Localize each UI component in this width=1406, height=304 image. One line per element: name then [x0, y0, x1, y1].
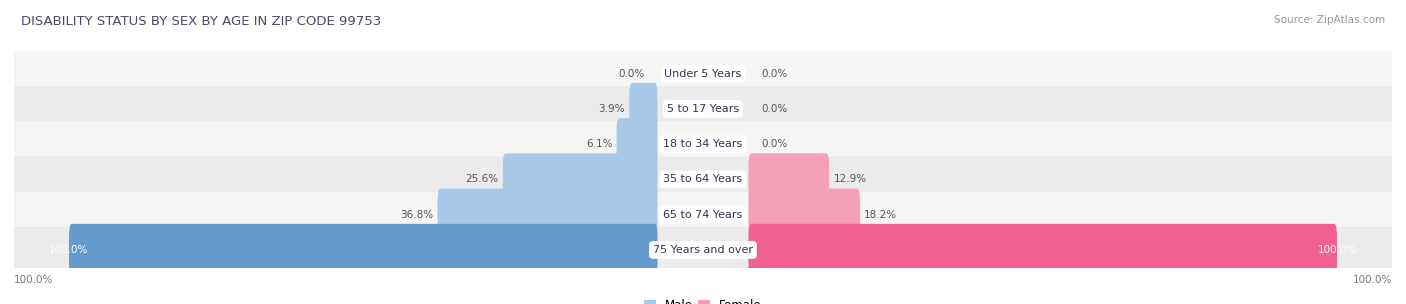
Text: 100.0%: 100.0% [48, 245, 89, 255]
FancyBboxPatch shape [748, 188, 860, 241]
FancyBboxPatch shape [13, 192, 1393, 238]
Text: 100.0%: 100.0% [1317, 245, 1358, 255]
Text: 25.6%: 25.6% [465, 174, 499, 185]
FancyBboxPatch shape [630, 83, 658, 135]
Text: 5 to 17 Years: 5 to 17 Years [666, 104, 740, 114]
FancyBboxPatch shape [437, 188, 658, 241]
Text: 0.0%: 0.0% [762, 104, 787, 114]
Text: Source: ZipAtlas.com: Source: ZipAtlas.com [1274, 15, 1385, 25]
FancyBboxPatch shape [13, 227, 1393, 273]
Text: 12.9%: 12.9% [834, 174, 866, 185]
FancyBboxPatch shape [13, 157, 1393, 202]
FancyBboxPatch shape [616, 118, 658, 170]
Text: 36.8%: 36.8% [401, 210, 433, 220]
FancyBboxPatch shape [69, 224, 658, 276]
Text: 18 to 34 Years: 18 to 34 Years [664, 139, 742, 149]
Text: Under 5 Years: Under 5 Years [665, 69, 741, 79]
Text: 100.0%: 100.0% [14, 275, 53, 285]
FancyBboxPatch shape [13, 86, 1393, 132]
Text: 3.9%: 3.9% [599, 104, 626, 114]
Legend: Male, Female: Male, Female [640, 295, 766, 304]
Text: 6.1%: 6.1% [586, 139, 613, 149]
Text: 0.0%: 0.0% [619, 69, 644, 79]
FancyBboxPatch shape [13, 51, 1393, 97]
Text: 18.2%: 18.2% [865, 210, 897, 220]
FancyBboxPatch shape [748, 224, 1337, 276]
Text: 65 to 74 Years: 65 to 74 Years [664, 210, 742, 220]
Text: 35 to 64 Years: 35 to 64 Years [664, 174, 742, 185]
Text: 0.0%: 0.0% [762, 69, 787, 79]
FancyBboxPatch shape [503, 154, 658, 206]
FancyBboxPatch shape [748, 154, 830, 206]
FancyBboxPatch shape [13, 121, 1393, 167]
Text: 0.0%: 0.0% [762, 139, 787, 149]
Text: 100.0%: 100.0% [1353, 275, 1392, 285]
Text: 75 Years and over: 75 Years and over [652, 245, 754, 255]
Text: DISABILITY STATUS BY SEX BY AGE IN ZIP CODE 99753: DISABILITY STATUS BY SEX BY AGE IN ZIP C… [21, 15, 381, 28]
